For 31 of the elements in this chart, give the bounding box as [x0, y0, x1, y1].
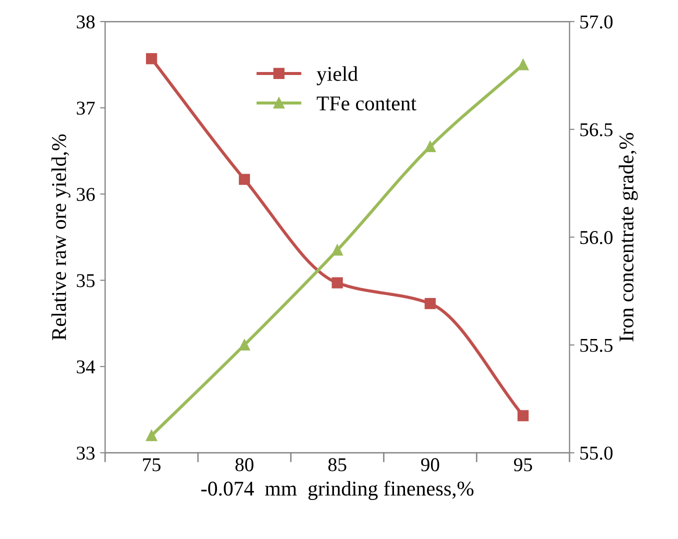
y-tick-label: 38: [76, 15, 95, 28]
point: [238, 174, 250, 185]
point: [424, 141, 436, 152]
point: [238, 339, 250, 351]
y-tick-label: 33: [76, 446, 95, 460]
y2-tick-label: 56.5: [580, 123, 613, 136]
legend-label: TFe content: [316, 96, 416, 110]
y-axis-title: Relative raw ore yield,%: [51, 134, 70, 340]
x-tick-label: 75: [143, 458, 160, 472]
legend-label: yield: [316, 66, 358, 86]
y-tick-label: 37: [76, 102, 95, 115]
y-tick-label: 35: [76, 274, 95, 288]
y-tick-label: 34: [76, 360, 96, 374]
x-axis-title: -0.074 mm grinding fineness,%: [201, 480, 474, 500]
y2-tick-label: 56.0: [580, 230, 613, 244]
point: [332, 244, 343, 256]
y2-tick-label: 55.0: [580, 446, 613, 460]
y2-tick-label: 57.0: [580, 15, 613, 29]
x-tick-label: 80: [235, 458, 254, 472]
point: [332, 277, 343, 288]
point: [424, 298, 436, 310]
point: [518, 59, 529, 70]
y2-tick-label: 55.5: [580, 338, 613, 352]
y2-axis-title: Iron concentrate grade,%: [618, 132, 638, 342]
x-tick-label: 85: [328, 458, 346, 472]
x-tick-label: 90: [421, 458, 440, 472]
point: [146, 430, 158, 442]
point: [518, 410, 529, 422]
point: [146, 53, 158, 64]
y-tick-label: 36: [76, 188, 95, 201]
x-tick-label: 95: [514, 458, 532, 472]
